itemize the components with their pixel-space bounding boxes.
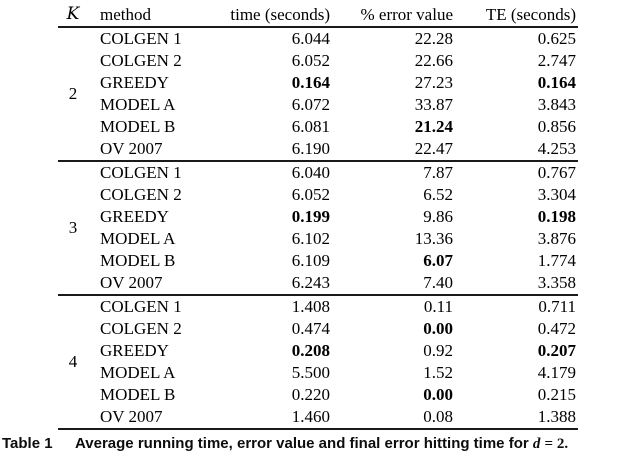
time-cell: 0.208 [291, 341, 330, 360]
header-method: method [100, 5, 151, 24]
time-cell: 5.500 [291, 363, 330, 382]
header-rule [58, 26, 578, 28]
time-cell: 6.102 [291, 229, 330, 248]
error-cell: 21.24 [414, 117, 453, 136]
k-group-label: 4 [68, 352, 78, 371]
te-cell: 0.207 [537, 341, 576, 360]
error-cell: 22.47 [414, 139, 453, 158]
te-cell: 0.711 [538, 297, 576, 316]
table-header-row: K method time (seconds) % error value TE… [58, 0, 578, 26]
time-cell: 6.044 [291, 29, 330, 48]
te-cell: 0.856 [537, 117, 576, 136]
method-cell: COLGEN 2 [100, 319, 182, 338]
method-cell: COLGEN 1 [100, 297, 182, 316]
error-cell: 27.23 [414, 73, 453, 92]
method-cell: MODEL B [100, 385, 176, 404]
te-cell: 1.388 [537, 407, 576, 426]
te-cell: 1.774 [537, 251, 576, 270]
time-cell: 6.081 [291, 117, 330, 136]
method-cell: OV 2007 [100, 139, 163, 158]
error-cell: 6.52 [423, 185, 453, 204]
te-cell: 0.198 [537, 207, 576, 226]
time-cell: 0.220 [291, 385, 330, 404]
error-cell: 7.87 [423, 163, 453, 182]
table-caption: Table 1 Average running time, error valu… [0, 435, 640, 453]
method-cell: OV 2007 [100, 407, 163, 426]
time-cell: 6.040 [291, 163, 330, 182]
method-cell: MODEL B [100, 117, 176, 136]
error-cell: 1.52 [423, 363, 453, 382]
te-cell: 0.625 [537, 29, 576, 48]
time-cell: 6.052 [291, 51, 330, 70]
method-cell: MODEL A [100, 363, 176, 382]
table-group-k2: 2 COLGEN 1 6.044 22.28 0.625 COLGEN 2 6.… [58, 28, 578, 160]
group-divider-rule [58, 294, 578, 296]
k-group-label: 3 [68, 218, 78, 237]
header-time: time (seconds) [230, 5, 330, 24]
method-cell: GREEDY [100, 73, 169, 92]
te-cell: 0.472 [537, 319, 576, 338]
time-cell: 6.243 [291, 273, 330, 292]
header-te: TE (seconds) [485, 5, 576, 24]
method-cell: COLGEN 1 [100, 163, 182, 182]
results-table: K method time (seconds) % error value TE… [58, 0, 578, 430]
te-cell: 0.767 [537, 163, 576, 182]
error-cell: 7.40 [423, 273, 453, 292]
method-cell: OV 2007 [100, 273, 163, 292]
k-group-label: 2 [68, 84, 78, 103]
error-cell: 0.11 [423, 297, 453, 316]
method-cell: COLGEN 2 [100, 51, 182, 70]
time-cell: 6.072 [291, 95, 330, 114]
header-k: K [66, 4, 80, 24]
error-cell: 22.28 [414, 29, 453, 48]
caption-label: Table 1 [2, 435, 53, 452]
group-divider-rule [58, 160, 578, 162]
table-group-k4: 4 COLGEN 1 1.408 0.11 0.711 COLGEN 2 0.4… [58, 296, 578, 428]
error-cell: 33.87 [414, 95, 453, 114]
error-cell: 0.00 [423, 319, 453, 338]
method-cell: MODEL B [100, 251, 176, 270]
te-cell: 2.747 [537, 51, 576, 70]
time-cell: 0.474 [291, 319, 330, 338]
te-cell: 4.179 [537, 363, 576, 382]
method-cell: COLGEN 1 [100, 29, 182, 48]
method-cell: GREEDY [100, 207, 169, 226]
error-cell: 6.07 [423, 251, 453, 270]
te-cell: 3.358 [537, 273, 576, 292]
error-cell: 0.00 [423, 385, 453, 404]
time-cell: 0.199 [291, 207, 330, 226]
time-cell: 0.164 [291, 73, 330, 92]
error-cell: 0.92 [423, 341, 453, 360]
te-cell: 4.253 [537, 139, 576, 158]
table-group-k3: 3 COLGEN 1 6.040 7.87 0.767 COLGEN 2 6.0… [58, 162, 578, 294]
te-cell: 3.304 [537, 185, 576, 204]
time-cell: 6.109 [291, 251, 330, 270]
time-cell: 6.190 [291, 139, 330, 158]
caption-body: Average running time, error value and fi… [75, 435, 529, 452]
method-cell: GREEDY [100, 341, 169, 360]
time-cell: 1.460 [291, 407, 330, 426]
caption-math-var: d [532, 436, 541, 452]
te-cell: 3.876 [537, 229, 576, 248]
te-cell: 0.164 [537, 73, 576, 92]
bottom-rule [58, 428, 578, 430]
caption-text: Average running time, error value and fi… [75, 435, 640, 453]
error-cell: 22.66 [414, 51, 453, 70]
te-cell: 0.215 [537, 385, 576, 404]
error-cell: 0.08 [423, 407, 453, 426]
method-cell: COLGEN 2 [100, 185, 182, 204]
method-cell: MODEL A [100, 229, 176, 248]
time-cell: 1.408 [291, 297, 330, 316]
error-cell: 9.86 [423, 207, 453, 226]
header-error: % error value [360, 5, 453, 24]
method-cell: MODEL A [100, 95, 176, 114]
caption-math-eq: = 2. [544, 436, 569, 452]
error-cell: 13.36 [414, 229, 453, 248]
time-cell: 6.052 [291, 185, 330, 204]
te-cell: 3.843 [537, 95, 576, 114]
